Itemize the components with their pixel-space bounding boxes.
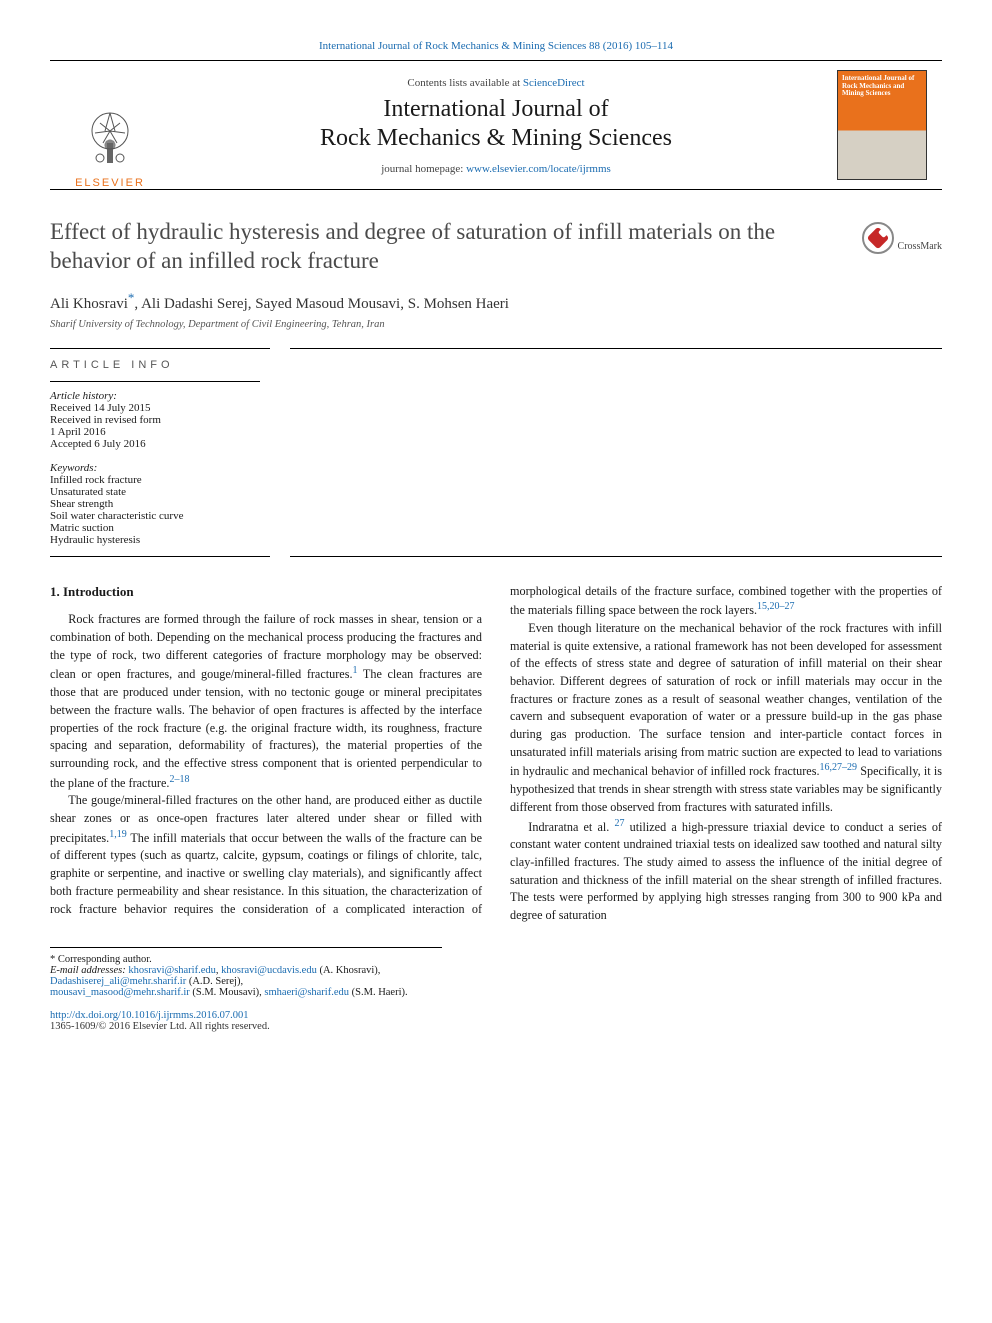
elsevier-wordmark: ELSEVIER — [75, 177, 145, 189]
article-info-box: ARTICLE INFO Article history: Received 1… — [50, 348, 270, 557]
citation-header: International Journal of Rock Mechanics … — [50, 40, 942, 52]
authors-rest: , Ali Dadashi Serej, Sayed Masoud Mousav… — [134, 296, 509, 312]
keyword: Shear strength — [50, 498, 260, 510]
homepage-line: journal homepage: www.elsevier.com/locat… — [180, 163, 812, 175]
author-1: Ali Khosravi — [50, 296, 128, 312]
ref-link[interactable]: 15,20–27 — [757, 601, 795, 612]
history-item: 1 April 2016 — [50, 426, 260, 438]
contents-line: Contents lists available at ScienceDirec… — [180, 77, 812, 89]
email-who: (A.D. Serej), — [186, 976, 243, 987]
ref-link[interactable]: 27 — [614, 818, 624, 829]
email-link[interactable]: smhaeri@sharif.edu — [264, 987, 349, 998]
footnotes: * Corresponding author. E-mail addresses… — [50, 947, 442, 998]
history-item: Received in revised form — [50, 414, 260, 426]
ref-link[interactable]: 16,27–29 — [820, 762, 858, 773]
email-who: (S.M. Haeri). — [349, 987, 408, 998]
paragraph: Even though literature on the mechanical… — [510, 620, 942, 817]
corresponding-note: * Corresponding author. — [50, 954, 442, 965]
article-info-heading: ARTICLE INFO — [50, 359, 260, 371]
history-item: Received 14 July 2015 — [50, 402, 260, 414]
keyword: Unsaturated state — [50, 486, 260, 498]
keyword: Matric suction — [50, 522, 260, 534]
email-link[interactable]: khosravi@ucdavis.edu — [221, 965, 317, 976]
ref-link[interactable]: 2–18 — [169, 774, 189, 785]
body-text: Indraratna et al. — [528, 820, 614, 834]
history-label: Article history: — [50, 390, 260, 402]
email-line: E-mail addresses: khosravi@sharif.edu, k… — [50, 965, 442, 998]
email-who: (S.M. Mousavi), — [190, 987, 265, 998]
homepage-prefix: journal homepage: — [381, 163, 466, 175]
publisher-logo-block: ELSEVIER — [50, 61, 170, 189]
keywords-label: Keywords: — [50, 462, 260, 474]
body-columns: 1. Introduction Rock fractures are forme… — [50, 583, 942, 925]
body-text: Even though literature on the mechanical… — [510, 621, 942, 779]
doi-link[interactable]: http://dx.doi.org/10.1016/j.ijrmms.2016.… — [50, 1010, 942, 1021]
banner-center: Contents lists available at ScienceDirec… — [170, 61, 822, 189]
email-label: E-mail addresses: — [50, 965, 128, 976]
crossmark-icon[interactable] — [862, 222, 894, 254]
keyword: Infilled rock fracture — [50, 474, 260, 486]
keyword: Soil water characteristic curve — [50, 510, 260, 522]
ref-link[interactable]: 1,19 — [109, 829, 127, 840]
journal-name-l2: Rock Mechanics & Mining Sciences — [320, 125, 672, 151]
email-link[interactable]: khosravi@sharif.edu — [128, 965, 216, 976]
body-text: The clean fractures are those that are p… — [50, 667, 482, 789]
keyword: Hydraulic hysteresis — [50, 534, 260, 546]
copyright-line: 1365-1609/© 2016 Elsevier Ltd. All right… — [50, 1021, 942, 1032]
crossmark-label: CrossMark — [898, 241, 942, 252]
banner-right: International Journal of Rock Mechanics … — [822, 61, 942, 189]
journal-name-l1: International Journal of — [383, 96, 608, 122]
homepage-link[interactable]: www.elsevier.com/locate/ijrmms — [466, 163, 611, 175]
cover-title: International Journal of Rock Mechanics … — [842, 75, 922, 98]
paragraph: Indraratna et al. 27 utilized a high-pre… — [510, 817, 942, 925]
authors-line: Ali Khosravi*, Ali Dadashi Serej, Sayed … — [50, 290, 942, 313]
email-link[interactable]: Dadashiserej_ali@mehr.sharif.ir — [50, 976, 186, 987]
journal-cover-thumb: International Journal of Rock Mechanics … — [837, 70, 927, 180]
affiliation: Sharif University of Technology, Departm… — [50, 319, 942, 330]
journal-banner: ELSEVIER Contents lists available at Sci… — [50, 60, 942, 190]
article-title: Effect of hydraulic hysteresis and degre… — [50, 218, 850, 276]
contents-prefix: Contents lists available at — [407, 77, 522, 89]
sciencedirect-link[interactable]: ScienceDirect — [523, 77, 585, 89]
body-text: utilized a high-pressure triaxial device… — [510, 820, 942, 922]
paragraph: Rock fractures are formed through the fa… — [50, 611, 482, 792]
journal-name: International Journal of Rock Mechanics … — [180, 95, 812, 153]
email-link[interactable]: mousavi_masood@mehr.sharif.ir — [50, 987, 190, 998]
history-item: Accepted 6 July 2016 — [50, 438, 260, 450]
email-who: (A. Khosravi), — [317, 965, 381, 976]
article-info-right — [290, 348, 942, 557]
section-heading: 1. Introduction — [50, 583, 482, 602]
elsevier-tree-icon — [75, 103, 145, 173]
doi-block: http://dx.doi.org/10.1016/j.ijrmms.2016.… — [50, 1010, 942, 1032]
